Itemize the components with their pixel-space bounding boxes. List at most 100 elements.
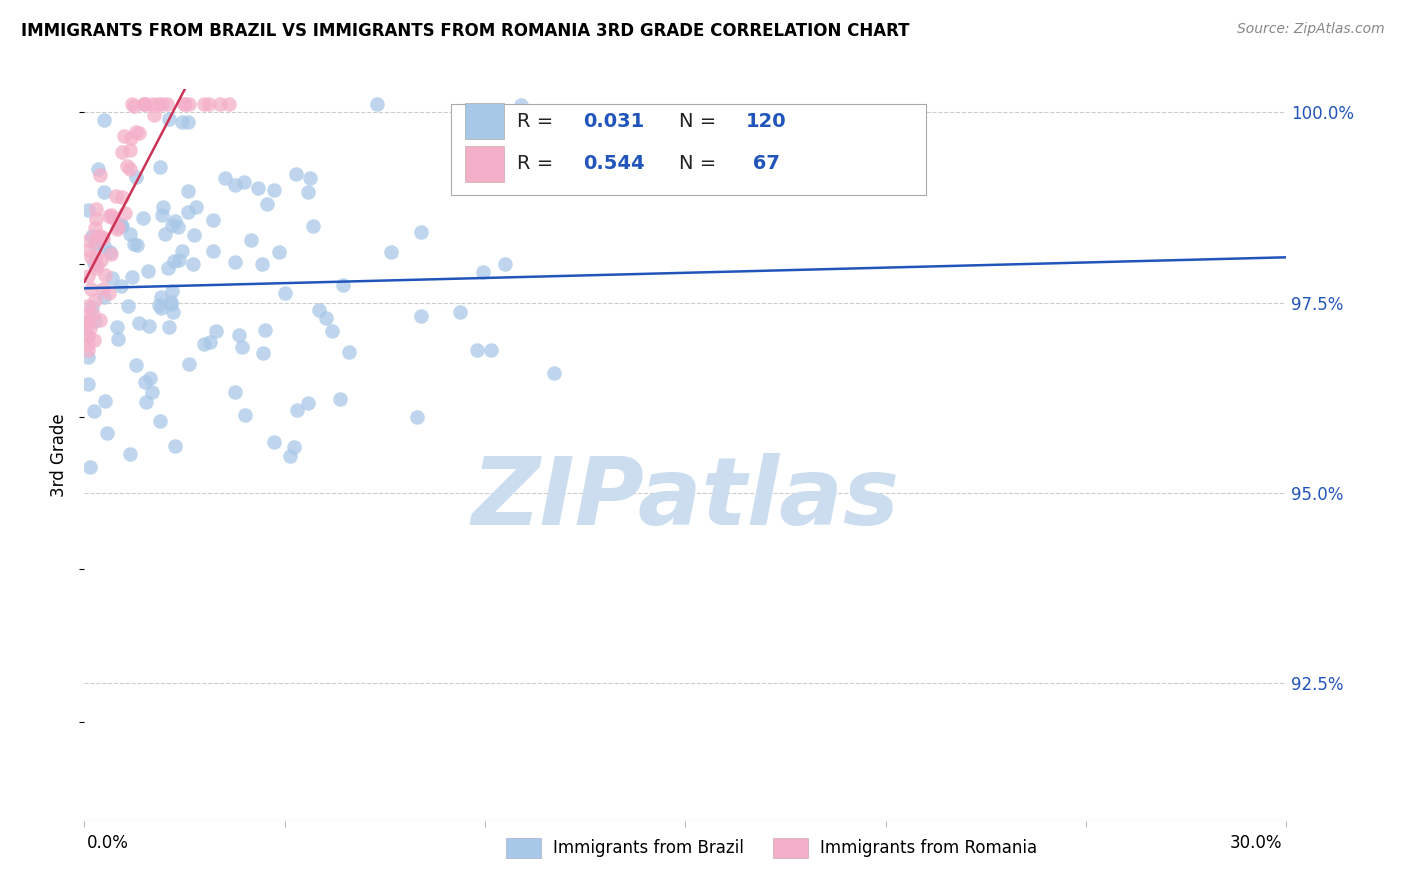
Point bbox=[224, 178, 246, 193]
Point bbox=[479, 343, 502, 357]
Point bbox=[77, 350, 100, 364]
Point bbox=[218, 97, 240, 112]
Point bbox=[177, 97, 200, 112]
Point bbox=[177, 184, 200, 198]
Point bbox=[157, 320, 180, 334]
Point bbox=[177, 204, 200, 219]
Point bbox=[224, 255, 246, 269]
Point bbox=[127, 238, 149, 252]
Point bbox=[89, 313, 111, 327]
Point bbox=[77, 233, 100, 247]
Text: N =: N = bbox=[679, 154, 723, 173]
Point bbox=[509, 98, 531, 112]
Point bbox=[150, 97, 173, 112]
Point bbox=[134, 97, 156, 112]
Text: 0.0%: 0.0% bbox=[87, 834, 129, 852]
Point bbox=[246, 181, 269, 195]
Point bbox=[118, 227, 141, 241]
Point bbox=[115, 159, 138, 173]
Point bbox=[138, 370, 160, 384]
Point bbox=[110, 218, 132, 232]
Point bbox=[91, 229, 114, 244]
Point bbox=[380, 244, 402, 259]
Point bbox=[77, 343, 100, 357]
Point bbox=[77, 317, 100, 331]
Y-axis label: 3rd Grade: 3rd Grade bbox=[51, 413, 69, 497]
Text: Source: ZipAtlas.com: Source: ZipAtlas.com bbox=[1237, 22, 1385, 37]
Point bbox=[86, 258, 108, 272]
Point bbox=[105, 189, 128, 203]
Point bbox=[84, 202, 107, 217]
Point bbox=[494, 257, 516, 271]
Point bbox=[204, 324, 226, 338]
Point bbox=[105, 222, 128, 236]
Point bbox=[125, 170, 148, 185]
Point bbox=[183, 228, 205, 243]
Point bbox=[299, 171, 322, 186]
Point bbox=[118, 447, 141, 461]
Point bbox=[114, 206, 136, 220]
Point bbox=[111, 219, 134, 233]
Point bbox=[134, 375, 156, 389]
Point bbox=[80, 250, 103, 264]
Point bbox=[122, 99, 145, 113]
Point bbox=[232, 175, 254, 189]
Point bbox=[231, 340, 253, 354]
Point bbox=[83, 314, 105, 328]
Point bbox=[128, 316, 150, 330]
Point bbox=[94, 268, 117, 283]
Point bbox=[80, 229, 103, 244]
Point bbox=[228, 327, 250, 342]
Text: N =: N = bbox=[679, 112, 723, 130]
Point bbox=[170, 114, 193, 128]
FancyBboxPatch shape bbox=[451, 103, 927, 195]
Point bbox=[141, 97, 163, 112]
Point bbox=[110, 279, 132, 293]
Point bbox=[124, 236, 146, 251]
Point bbox=[87, 162, 110, 177]
Point bbox=[84, 221, 107, 235]
Point bbox=[184, 200, 207, 214]
Point bbox=[84, 293, 107, 307]
Point bbox=[77, 307, 100, 321]
Point bbox=[135, 395, 157, 409]
Point bbox=[250, 258, 273, 272]
Point bbox=[278, 449, 301, 463]
Point bbox=[84, 234, 107, 248]
Point bbox=[82, 307, 104, 321]
Point bbox=[321, 325, 343, 339]
Point bbox=[87, 228, 110, 243]
Point bbox=[77, 337, 100, 351]
Point bbox=[146, 97, 169, 112]
Point bbox=[124, 125, 146, 139]
Point bbox=[77, 329, 100, 343]
Point bbox=[543, 366, 565, 380]
Point bbox=[170, 244, 193, 259]
Point bbox=[165, 439, 187, 453]
Point bbox=[83, 404, 105, 418]
Point bbox=[274, 286, 297, 301]
Text: R =: R = bbox=[517, 112, 560, 130]
Point bbox=[177, 115, 200, 129]
Point bbox=[163, 254, 186, 268]
Point bbox=[110, 190, 132, 204]
Point bbox=[96, 426, 118, 441]
Point bbox=[152, 200, 174, 214]
Point bbox=[252, 346, 274, 360]
Point bbox=[173, 97, 195, 112]
Point bbox=[214, 171, 236, 186]
Point bbox=[77, 329, 100, 343]
Point bbox=[253, 323, 276, 337]
Point bbox=[156, 261, 179, 276]
Text: Immigrants from Brazil: Immigrants from Brazil bbox=[553, 839, 744, 857]
Point bbox=[77, 243, 100, 257]
Text: 120: 120 bbox=[745, 112, 786, 130]
Point bbox=[93, 113, 115, 128]
Point bbox=[193, 97, 215, 112]
Text: 67: 67 bbox=[745, 154, 779, 173]
Text: 0.031: 0.031 bbox=[583, 112, 644, 130]
Point bbox=[329, 392, 352, 407]
Text: ZIPatlas: ZIPatlas bbox=[471, 453, 900, 545]
Bar bbox=[465, 146, 503, 182]
Point bbox=[84, 236, 107, 251]
